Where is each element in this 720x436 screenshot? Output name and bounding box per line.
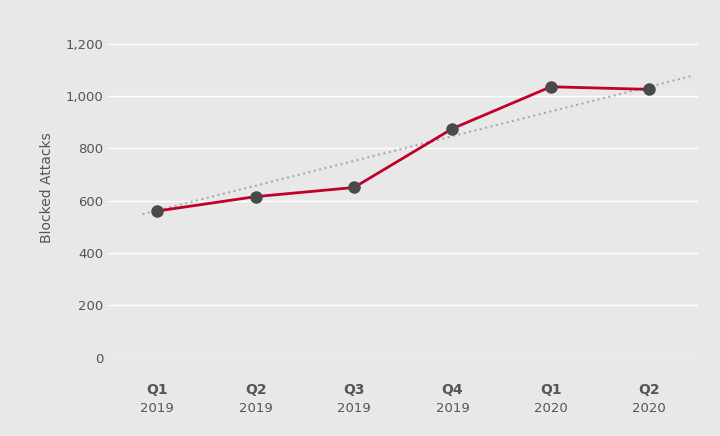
Text: 2019: 2019: [436, 402, 469, 415]
Text: 2019: 2019: [337, 402, 371, 415]
Text: Q2: Q2: [245, 382, 266, 396]
Text: Q1: Q1: [146, 382, 168, 396]
Point: [250, 193, 261, 200]
Point: [545, 83, 557, 90]
Y-axis label: Blocked Attacks: Blocked Attacks: [40, 132, 54, 243]
Point: [644, 86, 655, 93]
Point: [348, 184, 360, 191]
Text: 2019: 2019: [140, 402, 174, 415]
Text: Q3: Q3: [343, 382, 365, 396]
Point: [446, 125, 458, 132]
Text: Q2: Q2: [639, 382, 660, 396]
Text: 2019: 2019: [239, 402, 272, 415]
Text: Q4: Q4: [441, 382, 463, 396]
Point: [151, 208, 163, 215]
Text: 2020: 2020: [632, 402, 666, 415]
Text: Q1: Q1: [540, 382, 562, 396]
Text: 2020: 2020: [534, 402, 567, 415]
